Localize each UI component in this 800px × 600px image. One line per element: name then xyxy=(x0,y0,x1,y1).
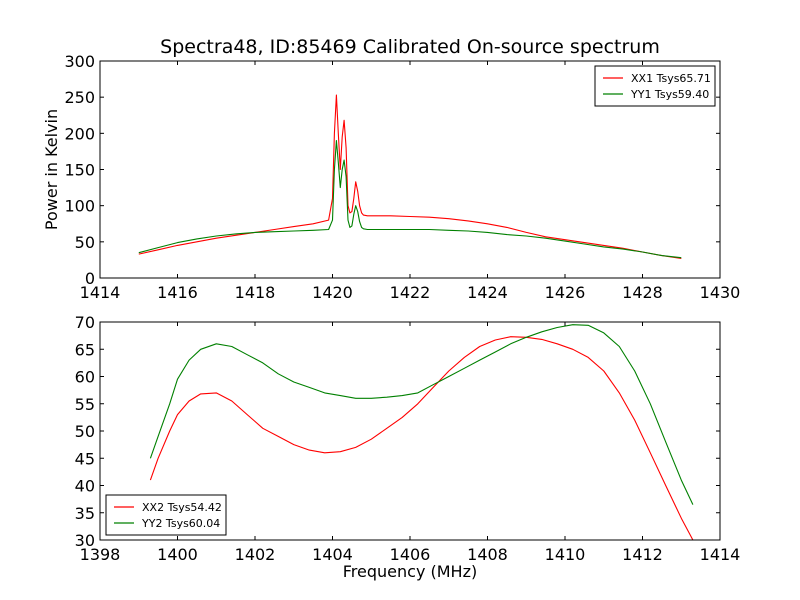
x-tick-label: 1424 xyxy=(467,283,508,302)
series-line-2-1 xyxy=(149,336,694,540)
y-axis-label: Power in Kelvin xyxy=(42,109,61,230)
y-tick-label: 300 xyxy=(64,52,95,71)
y-tick-label: 45 xyxy=(75,449,95,468)
y-tick-label: 100 xyxy=(64,197,95,216)
x-tick-label: 1420 xyxy=(312,283,353,302)
series-line-1-2 xyxy=(138,140,682,259)
x-tick-label: 1418 xyxy=(235,283,276,302)
y-tick-label: 250 xyxy=(64,88,95,107)
series-line-2-2 xyxy=(149,324,694,505)
y-tick-label: 55 xyxy=(75,395,95,414)
y-tick-label: 35 xyxy=(75,504,95,523)
x-tick-label: 1414 xyxy=(80,283,121,302)
x-tick-label: 1398 xyxy=(80,545,121,564)
series-group xyxy=(138,94,682,260)
legend-label: XX1 Tsys65.71 xyxy=(631,72,711,85)
series-line-1-1 xyxy=(138,94,682,260)
legend-box xyxy=(105,494,227,536)
y-tick-label: 40 xyxy=(75,477,95,496)
x-tick-label: 1430 xyxy=(700,283,741,302)
legend: XX1 Tsys65.71 YY1 Tsys59.40 xyxy=(594,65,716,107)
y-tick-label: 50 xyxy=(75,233,95,252)
top-subplot: 1414 1416 1418 1420 1422 1424 1426 1428 1430 0 50 1… xyxy=(42,52,740,302)
x-tick-label: 1416 xyxy=(157,283,198,302)
x-tick-label: 1422 xyxy=(390,283,431,302)
legend-label: YY2 Tsys60.04 xyxy=(141,517,220,530)
bottom-subplot: 1398 1400 1402 1404 1406 1408 1410 1412 1414 30 35… xyxy=(75,313,741,581)
series-group xyxy=(149,324,694,540)
y-tick-label: 200 xyxy=(64,124,95,143)
x-tick-label: 1410 xyxy=(545,545,586,564)
x-tick-label: 1400 xyxy=(157,545,198,564)
y-tick-label: 0 xyxy=(85,269,95,288)
y-tick-label: 30 xyxy=(75,531,95,550)
x-tick-label: 1414 xyxy=(700,545,741,564)
x-tick-label: 1402 xyxy=(235,545,276,564)
legend-label: XX2 Tsys54.42 xyxy=(142,501,222,514)
legend: XX2 Tsys54.42 YY2 Tsys60.04 xyxy=(105,494,227,536)
x-tick-label: 1412 xyxy=(622,545,663,564)
x-tick-label: 1404 xyxy=(312,545,353,564)
y-tick-label: 65 xyxy=(75,340,95,359)
x-tick-label: 1406 xyxy=(390,545,431,564)
legend-label: YY1 Tsys59.40 xyxy=(630,88,709,101)
y-tick-label: 50 xyxy=(75,422,95,441)
x-tick-label: 1428 xyxy=(622,283,663,302)
chart-title: Spectra48, ID:85469 Calibrated On-source… xyxy=(160,36,660,58)
x-tick-label: 1426 xyxy=(545,283,586,302)
y-tick-label: 150 xyxy=(64,161,95,180)
x-axis-label: Frequency (MHz) xyxy=(343,562,477,581)
y-tick-label: 60 xyxy=(75,368,95,387)
y-tick-label: 70 xyxy=(75,313,95,332)
legend-box xyxy=(594,65,716,107)
x-tick-label: 1408 xyxy=(467,545,508,564)
